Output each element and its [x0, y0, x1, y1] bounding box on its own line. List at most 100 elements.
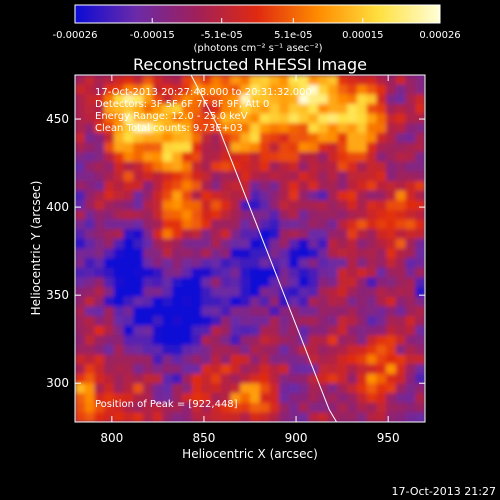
heatmap-cell — [220, 354, 232, 365]
heatmap-cell — [84, 412, 96, 422]
heatmap-cell — [94, 171, 105, 182]
heatmap-cell — [415, 190, 425, 201]
heatmap-cell — [347, 277, 358, 288]
heatmap-cell — [143, 412, 154, 422]
heatmap-cell — [94, 200, 105, 211]
heatmap-cell — [84, 306, 96, 317]
heatmap-cell — [143, 152, 154, 163]
heatmap-cell — [250, 258, 261, 269]
heatmap-cell — [250, 152, 261, 163]
heatmap-cell — [395, 325, 407, 336]
heatmap-cell — [220, 75, 232, 86]
heatmap-cell — [84, 373, 96, 385]
heatmap-cell — [113, 402, 125, 413]
heatmap-cell — [143, 267, 154, 279]
heatmap-cell — [172, 354, 183, 365]
heatmap-cell — [318, 190, 329, 201]
heatmap-cell — [405, 258, 416, 269]
heatmap-cell — [162, 113, 173, 124]
heatmap-cell — [386, 123, 397, 134]
heatmap-cell — [104, 113, 115, 124]
heatmap-cell — [172, 258, 183, 269]
heatmap-cell — [376, 335, 387, 346]
heatmap-cell — [84, 315, 96, 327]
heatmap-cell — [298, 142, 309, 153]
heatmap-cell — [75, 200, 86, 211]
heatmap-cell — [172, 200, 183, 211]
heatmap-cell — [143, 364, 154, 375]
heatmap-cell — [250, 132, 261, 144]
heatmap-cell — [318, 200, 329, 211]
heatmap-cell — [75, 248, 86, 259]
heatmap-cell — [240, 113, 251, 124]
heatmap-cell — [415, 267, 425, 279]
heatmap-cell — [250, 103, 261, 115]
heatmap-cell — [211, 161, 222, 172]
heatmap-cell — [211, 373, 222, 385]
heatmap-cell — [395, 315, 407, 327]
heatmap-cell — [75, 238, 86, 250]
heatmap-cell — [386, 402, 397, 413]
heatmap-cell — [75, 209, 86, 221]
heatmap-cell — [84, 152, 96, 163]
heatmap-cell — [143, 181, 154, 192]
y-axis-tick-label: 450 — [46, 112, 69, 126]
heatmap-cell — [347, 190, 358, 201]
heatmap-cell — [104, 277, 115, 288]
heatmap-cell — [250, 364, 261, 375]
heatmap-cell — [152, 296, 164, 307]
heatmap-cell — [211, 412, 222, 422]
heatmap-cell — [172, 325, 183, 336]
heatmap-cell — [123, 325, 134, 336]
heatmap-cell — [143, 123, 154, 134]
heatmap-cell — [152, 190, 164, 201]
heatmap-cell — [386, 209, 397, 221]
heatmap-cell — [288, 248, 300, 259]
heatmap-cell — [386, 229, 397, 240]
heatmap-cell — [133, 229, 144, 240]
heatmap-cell — [220, 200, 232, 211]
heatmap-cell — [94, 103, 105, 115]
heatmap-cell — [113, 325, 125, 336]
heatmap-cell — [181, 190, 193, 201]
heatmap-cell — [220, 373, 232, 385]
heatmap-cell — [259, 383, 271, 394]
heatmap-cell — [181, 238, 193, 250]
heatmap-cell — [337, 94, 348, 105]
heatmap-cell — [220, 296, 232, 307]
heatmap-cell — [75, 393, 86, 404]
heatmap-cell — [94, 142, 105, 153]
heatmap-cell — [211, 190, 222, 201]
heatmap-cell — [269, 402, 280, 413]
heatmap-cell — [318, 142, 329, 153]
heatmap-cell — [337, 190, 348, 201]
heatmap-cell — [240, 383, 251, 394]
heatmap-cell — [395, 123, 407, 134]
heatmap-cell — [259, 238, 271, 250]
heatmap-cell — [113, 364, 125, 375]
heatmap-cell — [395, 373, 407, 385]
heatmap-cell — [259, 306, 271, 317]
heatmap-cell — [143, 238, 154, 250]
heatmap-cell — [288, 75, 300, 86]
heatmap-cell — [308, 344, 319, 356]
heatmap-cell — [259, 132, 271, 144]
heatmap-cell — [298, 335, 309, 346]
heatmap-cell — [337, 296, 348, 307]
heatmap-cell — [269, 364, 280, 375]
heatmap-cell — [240, 75, 251, 86]
heatmap-cell — [356, 277, 368, 288]
heatmap-cell — [327, 335, 339, 346]
heatmap-cell — [113, 75, 125, 86]
heatmap-cell — [201, 354, 212, 365]
heatmap-cell — [230, 123, 241, 134]
heatmap-cell — [172, 383, 183, 394]
heatmap-cell — [395, 402, 407, 413]
heatmap-cell — [250, 393, 261, 404]
heatmap-cell — [230, 248, 241, 259]
heatmap-cell — [395, 84, 407, 95]
heatmap-cell — [104, 258, 115, 269]
heatmap-cell — [94, 325, 105, 336]
heatmap-cell — [162, 393, 173, 404]
heatmap-cell — [327, 103, 339, 115]
